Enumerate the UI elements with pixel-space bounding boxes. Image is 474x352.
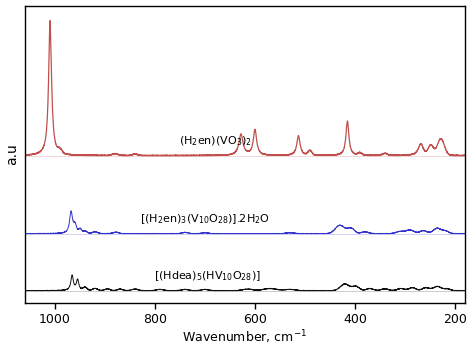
Text: (H$_2$en)(VO$_3$)$_2$: (H$_2$en)(VO$_3$)$_2$	[179, 134, 252, 148]
Text: [(H$_2$en)$_3$(V$_{10}$O$_{28}$)].2H$_2$O: [(H$_2$en)$_3$(V$_{10}$O$_{28}$)].2H$_2$…	[140, 212, 270, 226]
X-axis label: Wavenumber, cm$^{-1}$: Wavenumber, cm$^{-1}$	[182, 329, 308, 346]
Text: [(Hdea)$_5$(HV$_{10}$O$_{28}$)]: [(Hdea)$_5$(HV$_{10}$O$_{28}$)]	[154, 269, 261, 283]
Y-axis label: a.u: a.u	[6, 143, 19, 165]
